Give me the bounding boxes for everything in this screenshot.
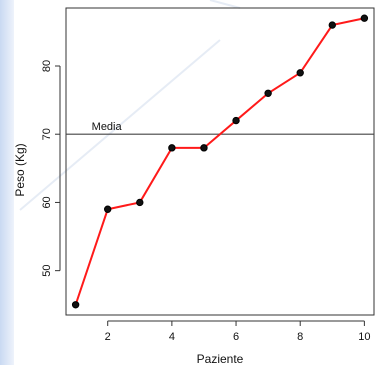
y-tick-label: 60 xyxy=(41,196,53,208)
x-tick-label: 2 xyxy=(105,331,111,343)
x-tick-label: 8 xyxy=(297,331,303,343)
y-tick-label: 50 xyxy=(41,265,53,277)
left-gradient-strip xyxy=(0,0,14,365)
mean-reference-label: Media xyxy=(92,121,123,133)
x-tick-label: 10 xyxy=(358,331,370,343)
x-tick-label: 6 xyxy=(233,331,239,343)
x-tick-label: 4 xyxy=(169,331,175,343)
data-point xyxy=(200,144,208,152)
data-point xyxy=(328,21,336,29)
y-tick-label: 70 xyxy=(41,128,53,140)
y-axis-label: Peso (Kg) xyxy=(13,143,27,196)
plot-frame xyxy=(65,7,375,316)
data-point xyxy=(232,116,240,125)
data-point xyxy=(296,69,304,77)
watermark-line xyxy=(19,39,221,211)
data-point xyxy=(136,198,144,207)
series-line xyxy=(74,17,365,306)
watermark-line xyxy=(209,0,241,9)
data-point xyxy=(104,205,112,213)
data-point xyxy=(71,301,80,309)
y-tick-label: 80 xyxy=(41,60,53,72)
data-point xyxy=(168,144,176,152)
data-point xyxy=(264,89,272,97)
x-axis-label: Paziente xyxy=(197,352,244,365)
data-point xyxy=(360,14,369,22)
